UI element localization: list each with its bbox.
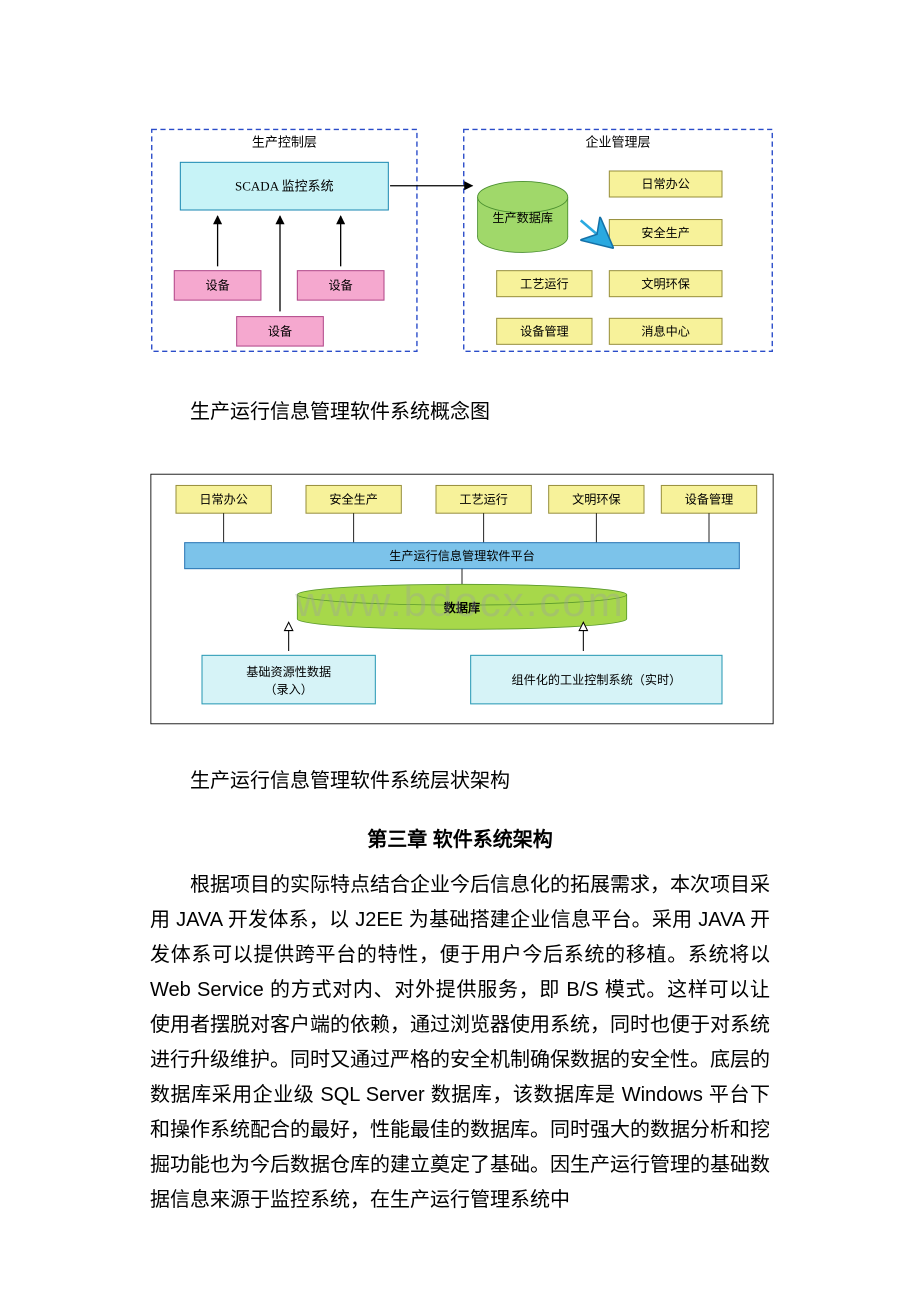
architecture-diagram-svg: 日常办公 安全生产 工艺运行 文明环保 设备管理生产运行信息管理软件平台数据库基础资源性… [150, 454, 774, 744]
svg-text:数据库: 数据库 [444, 600, 480, 615]
body-paragraph: 根据项目的实际特点结合企业今后信息化的拓展需求，本次项目采用 JAVA 开发体系… [150, 868, 770, 1218]
svg-text:生产控制层: 生产控制层 [252, 135, 317, 150]
concept-diagram: 生产控制层SCADA 监控系统设备设备设备企业管理层生产数据库日常办公安全生产工… [150, 110, 770, 380]
svg-text:设备: 设备 [329, 279, 353, 293]
concept-diagram-svg: 生产控制层SCADA 监控系统设备设备设备企业管理层生产数据库日常办公安全生产工… [150, 110, 774, 375]
document-page: 生产控制层SCADA 监控系统设备设备设备企业管理层生产数据库日常办公安全生产工… [0, 0, 920, 1278]
svg-text:（录入）: （录入） [264, 682, 313, 696]
caption-1: 生产运行信息管理软件系统概念图 [150, 394, 770, 430]
svg-text:文明环保: 文明环保 [641, 276, 690, 291]
svg-text:安全生产: 安全生产 [329, 492, 378, 507]
svg-text:SCADA 监控系统: SCADA 监控系统 [235, 179, 334, 194]
svg-text:设备: 设备 [205, 279, 229, 293]
svg-text:日常办公: 日常办公 [641, 176, 690, 191]
svg-text:工艺运行: 工艺运行 [459, 493, 508, 507]
svg-text:安全生产: 安全生产 [641, 225, 690, 240]
svg-text:日常办公: 日常办公 [199, 492, 248, 507]
svg-text:基础资源性数据: 基础资源性数据 [246, 664, 331, 679]
svg-text:设备管理: 设备管理 [685, 492, 734, 507]
svg-text:设备管理: 设备管理 [520, 324, 569, 339]
svg-text:生产数据库: 生产数据库 [492, 210, 553, 225]
svg-text:文明环保: 文明环保 [572, 492, 621, 507]
chapter-heading: 第三章 软件系统架构 [150, 823, 770, 852]
svg-text:生产运行信息管理软件平台: 生产运行信息管理软件平台 [389, 548, 535, 563]
svg-text:工艺运行: 工艺运行 [520, 277, 569, 291]
architecture-diagram: 日常办公 安全生产 工艺运行 文明环保 设备管理生产运行信息管理软件平台数据库基础资源性… [150, 454, 770, 749]
svg-text:企业管理层: 企业管理层 [585, 135, 650, 150]
svg-text:组件化的工业控制系统（实时）: 组件化的工业控制系统（实时） [511, 672, 681, 687]
caption-2: 生产运行信息管理软件系统层状架构 [150, 763, 770, 799]
svg-text:设备: 设备 [268, 325, 292, 339]
svg-text:消息中心: 消息中心 [641, 324, 690, 339]
